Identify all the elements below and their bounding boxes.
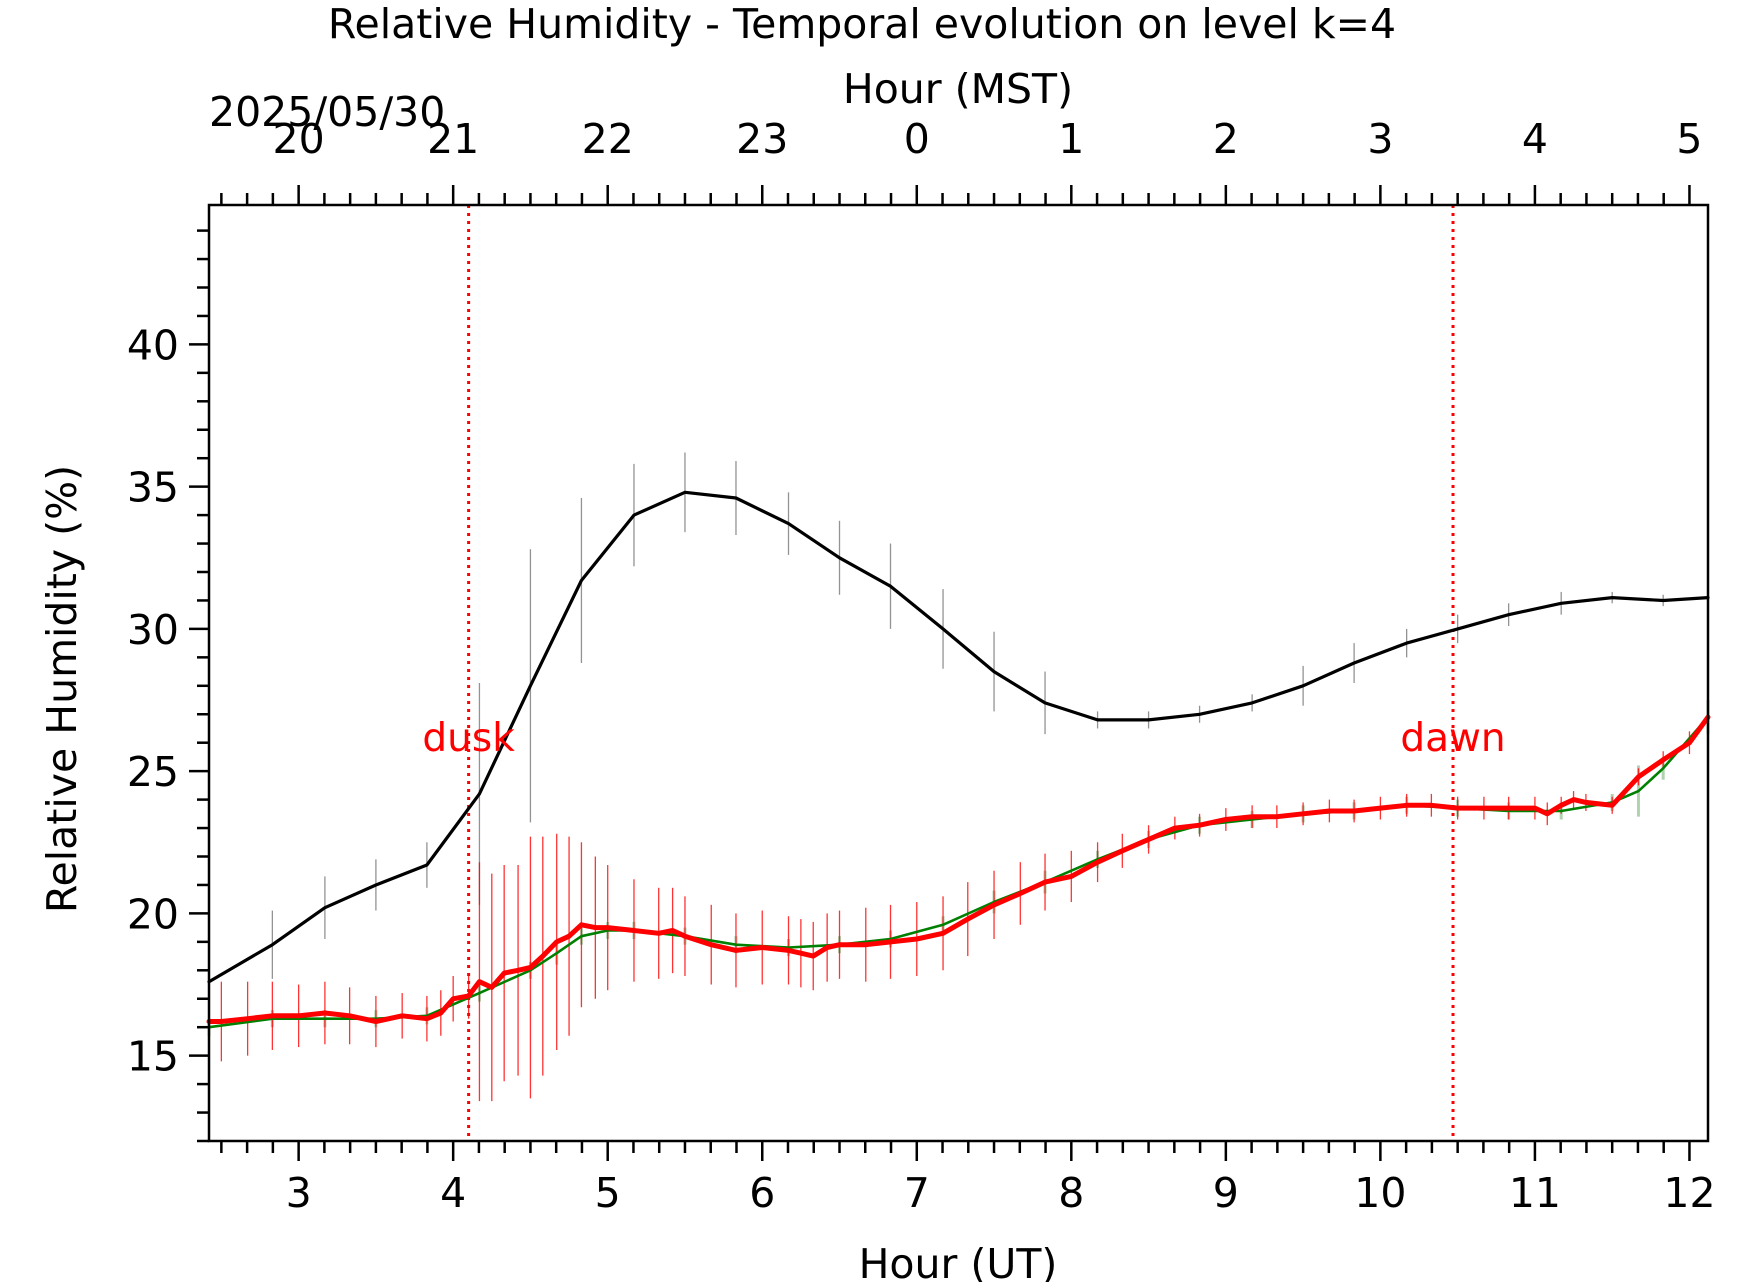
axes: 3 20 4 21 5 22 6 23 7 0 8 1 9 2 10 3 11 4 12 5 15 20 25 30 35 40 xyxy=(127,115,1716,1217)
x2-tick-label: 2 xyxy=(1213,115,1239,163)
x2-tick-label: 1 xyxy=(1058,115,1084,163)
plot-frame xyxy=(207,203,1710,1143)
x2-tick-label: 4 xyxy=(1522,115,1548,163)
x-tick-label: 11 xyxy=(1509,1169,1561,1217)
y-tick-label: 20 xyxy=(127,890,179,938)
error-bars xyxy=(207,452,1710,1102)
x2-tick-label: 5 xyxy=(1676,115,1702,163)
x2-tick-label: 0 xyxy=(904,115,930,163)
annotation-dusk: dusk xyxy=(422,716,515,761)
x2-tick-label: 22 xyxy=(582,115,634,163)
x2-tick-label: 20 xyxy=(273,115,325,163)
y-tick-label: 35 xyxy=(127,464,179,512)
x-tick-label: 8 xyxy=(1058,1169,1084,1217)
x-tick-label: 3 xyxy=(286,1169,312,1217)
y-axis-label: Relative Humidity (%) xyxy=(38,465,86,913)
top-axis-label: Hour (MST) xyxy=(843,65,1073,113)
y-tick-label: 25 xyxy=(127,748,179,796)
x2-tick-label: 21 xyxy=(427,115,479,163)
series-line-0 xyxy=(207,490,1710,984)
y-tick-label: 40 xyxy=(127,321,179,369)
dusk-dawn-lines xyxy=(467,205,1455,1141)
x-tick-label: 4 xyxy=(440,1169,466,1217)
x2-tick-label: 23 xyxy=(736,115,788,163)
y-tick-label: 30 xyxy=(127,606,179,654)
x-tick-label: 9 xyxy=(1213,1169,1239,1217)
y-tick-label: 15 xyxy=(127,1033,179,1081)
annotation-dawn: dawn xyxy=(1400,716,1505,761)
series-line-1 xyxy=(207,715,1710,1029)
x-axis-label: Hour (UT) xyxy=(859,1240,1058,1282)
series-line-2 xyxy=(206,714,1711,1024)
date-label: 2025/05/30 xyxy=(209,88,445,136)
x-tick-label: 10 xyxy=(1354,1169,1406,1217)
series-lines xyxy=(206,490,1711,1029)
x2-tick-label: 3 xyxy=(1367,115,1393,163)
x-tick-label: 6 xyxy=(749,1169,775,1217)
x-tick-label: 12 xyxy=(1663,1169,1715,1217)
annotations: dusk dawn xyxy=(422,716,1505,761)
chart-title: Relative Humidity - Temporal evolution o… xyxy=(328,0,1396,48)
x-tick-label: 7 xyxy=(904,1169,930,1217)
x-tick-label: 5 xyxy=(595,1169,621,1217)
